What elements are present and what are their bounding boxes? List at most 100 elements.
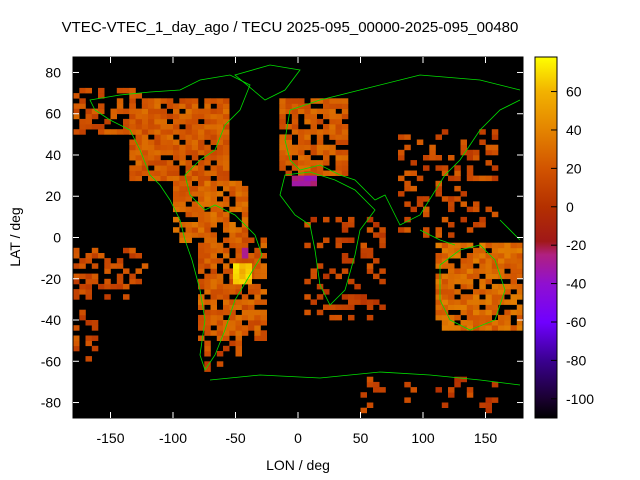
- heatmap-cell-south-pacific: [129, 247, 136, 254]
- heatmap-cell-australia: [441, 320, 449, 326]
- heatmap-cell-australia: [435, 263, 442, 269]
- heatmap-cell-east-asia: [448, 201, 455, 207]
- heatmap-cell-central-america: [173, 191, 180, 197]
- heatmap-cell-antarctic: [373, 387, 380, 393]
- heatmap-cell-central-america: [185, 232, 192, 238]
- heatmap-cell-europe: [285, 134, 292, 140]
- heatmap-cell-australia: [435, 299, 442, 305]
- heatmap-cell-far-west-south: [73, 340, 80, 347]
- heatmap-cell-australia: [485, 278, 492, 285]
- heatmap-cell-australia: [454, 247, 461, 254]
- heatmap-cell-south-america: [235, 289, 242, 295]
- heatmap-cell-north-america: [141, 118, 149, 125]
- heatmap-cell-europe: [279, 149, 286, 156]
- heatmap-cell-north-america: [185, 134, 192, 140]
- heatmap-cell-australia: [516, 253, 524, 259]
- heatmap-cell-australia: [498, 242, 505, 249]
- heatmap-cell-alaska-canada: [129, 93, 136, 99]
- heatmap-cell-south-pacific: [116, 278, 124, 285]
- heatmap-cell-africa: [323, 237, 330, 243]
- heatmap-cell-north-america: [154, 160, 161, 166]
- heatmap-cell-south-america: [229, 320, 236, 326]
- heatmap-cell-north-america: [173, 155, 180, 161]
- heatmap-cell-africa: [329, 314, 336, 321]
- heatmap-cell-north-america: [179, 103, 186, 109]
- heatmap-cell-alaska-canada: [73, 129, 80, 135]
- heatmap-cell-north-america: [223, 155, 230, 161]
- heatmap-cell-south-america: [204, 309, 211, 316]
- heatmap-cell-africa: [366, 263, 374, 269]
- heatmap-cell-africa: [304, 294, 311, 300]
- heatmap-cell-far-west-south: [79, 309, 86, 316]
- heatmap-cell-south-pacific: [98, 283, 105, 290]
- heatmap-cell-north-america: [141, 134, 149, 140]
- heatmap-cell-south-america: [223, 237, 230, 243]
- heatmap-cell-brazil-peak: [239, 273, 246, 280]
- heatmap-cell-south-america: [210, 253, 217, 259]
- heatmap-cell-south-america: [254, 283, 261, 290]
- heatmap-cell-alaska-canada: [98, 124, 105, 130]
- heatmap-cell-east-asia: [491, 211, 499, 218]
- heatmap-cell-north-america: [135, 124, 142, 130]
- heatmap-cell-europe: [341, 98, 349, 104]
- heatmap-cell-central-america: [185, 196, 192, 202]
- heatmap-cell-alaska-canada: [98, 108, 105, 115]
- heatmap-cell-east-asia: [398, 191, 405, 197]
- heatmap-cell-south-pacific: [85, 294, 92, 300]
- heatmap-cell-north-america: [216, 103, 224, 109]
- heatmap-cell-south-pacific: [79, 273, 86, 280]
- heatmap-cell-south-america: [260, 299, 267, 305]
- heatmap-cell-europe: [335, 170, 342, 176]
- heatmap-cell-north-america: [173, 165, 180, 171]
- heatmap-cell-australia: [454, 299, 461, 305]
- heatmap-cell-south-america: [210, 273, 217, 280]
- heatmap-cell-north-america: [160, 165, 167, 171]
- heatmap-cell-europe: [298, 129, 305, 135]
- heatmap-cell-australia: [460, 304, 467, 310]
- heatmap-cell-south-america: [204, 289, 211, 295]
- heatmap-cell-australia: [454, 242, 461, 249]
- heatmap-cell-north-america: [223, 113, 230, 120]
- heatmap-cell-australia: [485, 273, 492, 280]
- heatmap-cell-north-america: [185, 144, 192, 151]
- heatmap-cell-central-america: [179, 185, 186, 192]
- heatmap-cell-europe: [298, 165, 305, 171]
- heatmap-cell-australia: [473, 268, 480, 274]
- heatmap-cell-antarctic: [479, 402, 486, 408]
- heatmap-cell-australia: [460, 278, 467, 285]
- heatmap-cell-australia: [441, 242, 449, 249]
- y-tick-label: -20: [41, 271, 61, 287]
- heatmap-cell-australia: [473, 304, 480, 310]
- heatmap-cell-north-america: [135, 108, 142, 115]
- heatmap-cell-alaska-canada: [79, 103, 86, 109]
- heatmap-cell-north-america: [173, 139, 180, 145]
- heatmap-cell-europe: [341, 155, 349, 161]
- heatmap-cell-north-america: [166, 149, 174, 156]
- heatmap-cell-australia: [441, 304, 449, 310]
- heatmap-cell-africa: [304, 278, 311, 285]
- y-tick-label: -80: [41, 395, 61, 411]
- heatmap-cell-africa: [360, 294, 367, 300]
- heatmap-cell-africa: [348, 304, 355, 310]
- heatmap-cell-europe: [341, 124, 349, 130]
- heatmap-cell-central-america: [210, 206, 217, 213]
- heatmap-cell-south-america: [204, 258, 211, 264]
- heatmap-cell-central-america: [198, 222, 205, 228]
- heatmap-cell-east-asia: [479, 129, 486, 135]
- heatmap-cell-east-asia: [441, 129, 449, 135]
- heatmap-cell-east-asia: [454, 175, 461, 182]
- heatmap-cell-north-america: [154, 175, 161, 182]
- heatmap-cell-south-america: [210, 320, 217, 326]
- heatmap-cell-alaska-canada: [116, 129, 124, 135]
- heatmap-cell-central-america: [185, 206, 192, 213]
- heatmap-cell-south-america: [235, 335, 242, 341]
- heatmap-cell-australia: [498, 247, 505, 254]
- heatmap-cell-south-america: [223, 294, 230, 300]
- heatmap-cell-australia: [479, 263, 486, 269]
- heatmap-cell-europe: [310, 160, 317, 166]
- heatmap-cell-australia: [466, 278, 474, 285]
- heatmap-cell-europe: [279, 160, 286, 166]
- heatmap-cell-central-america: [229, 191, 236, 197]
- heatmap-cell-south-america: [198, 253, 205, 259]
- heatmap-cell-far-west-south: [85, 320, 92, 326]
